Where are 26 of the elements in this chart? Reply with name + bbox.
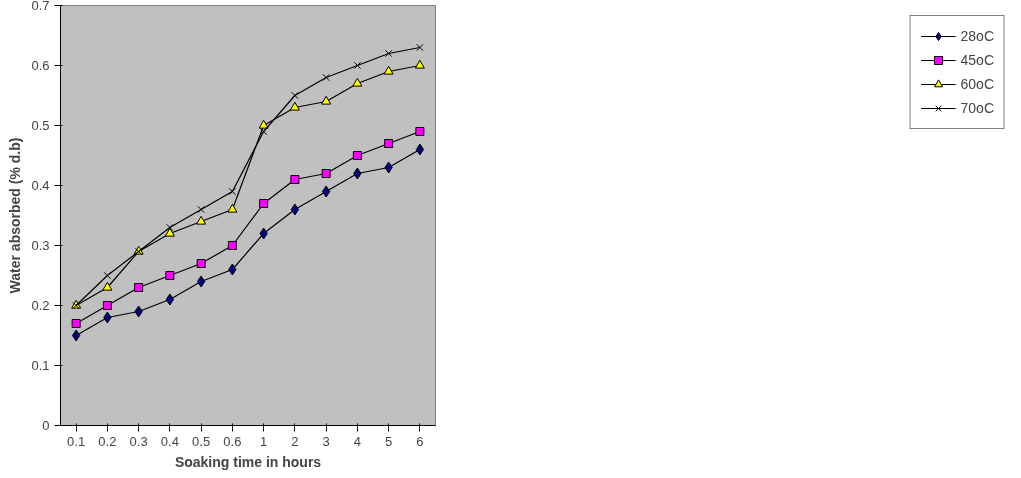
y-tick-label: 0.7: [31, 0, 50, 13]
legend-label: 28oC: [960, 28, 994, 44]
legend-label: 45oC: [960, 52, 994, 68]
x-tick-label: 3: [322, 433, 330, 449]
y-axis-title: Water absorbed (% d.b): [7, 137, 24, 294]
x-tick-label: 2: [291, 433, 299, 449]
y-tick-label: 0.6: [31, 58, 50, 73]
x-tick-label: 4: [353, 433, 361, 449]
y-tick-label: 0.1: [31, 358, 50, 373]
legend-label: 60oC: [960, 76, 994, 92]
y-tick-label: 0: [42, 418, 50, 433]
y-tick-label: 0.5: [31, 118, 50, 133]
y-tick-label: 0.4: [31, 178, 50, 193]
x-tick-label: 6: [416, 433, 424, 449]
x-axis-title: Soaking time in hours: [174, 453, 322, 470]
x-tick-label: 1: [260, 433, 268, 449]
y-tick-label: 0.2: [31, 298, 50, 313]
x-tick-label: 0.6: [223, 433, 242, 449]
x-tick-label: 0.1: [67, 433, 86, 449]
y-tick-label: 0.3: [31, 238, 50, 253]
legend-label: 70oC: [960, 100, 994, 116]
x-tick-label: 0.3: [129, 433, 148, 449]
x-tick-label: 5: [385, 433, 393, 449]
x-tick-label: 0.2: [98, 433, 117, 449]
x-tick-label: 0.5: [192, 433, 211, 449]
x-tick-label: 0.4: [160, 433, 179, 449]
